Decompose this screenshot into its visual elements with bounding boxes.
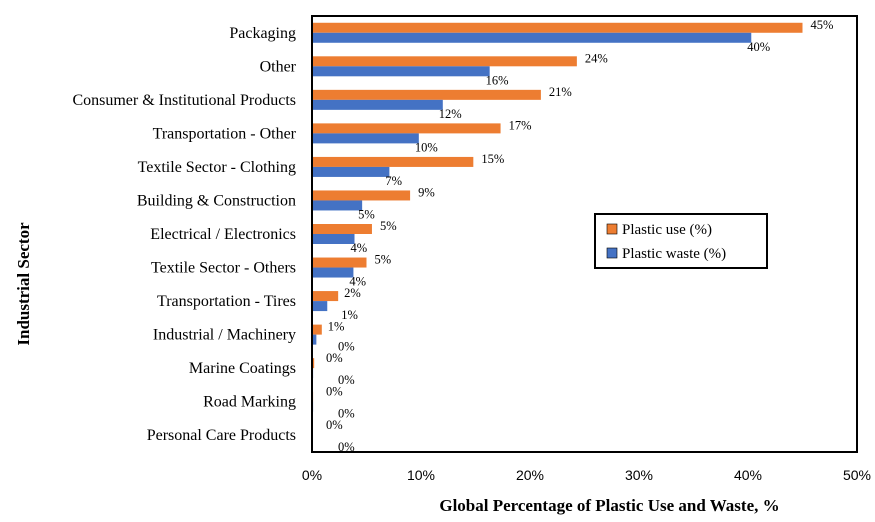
bar-plastic-waste-other <box>312 66 490 77</box>
bar-plastic-waste-textile-sector-others <box>312 267 354 278</box>
category-label-electrical-electronics: Electrical / Electronics <box>150 226 296 243</box>
legend-box <box>594 213 768 269</box>
bar-plastic-waste-industrial-machinery <box>312 334 317 345</box>
data-label-plastic-waste-other: 16% <box>486 73 509 87</box>
data-label-plastic-waste-building-construction: 5% <box>358 207 375 221</box>
bar-plastic-use-transportation-other <box>312 123 501 134</box>
bar-plastic-use-other <box>312 56 577 67</box>
bar-plastic-waste-consumer-institutional-products <box>312 99 443 110</box>
y-axis-categories: Packaging Other Consumer & Institutional P… <box>72 25 296 444</box>
data-label-plastic-use-personal-care-products: 0% <box>326 418 343 432</box>
bar-plastic-use-building-construction <box>312 190 411 201</box>
x-tick-label: 50% <box>843 467 871 483</box>
bar-plastic-waste-transportation-tires <box>312 301 328 312</box>
data-label-plastic-waste-electrical-electronics: 4% <box>351 241 368 255</box>
data-label-plastic-waste-packaging: 40% <box>747 40 770 54</box>
x-axis-title: Global Percentage of Plastic Use and Was… <box>439 496 779 515</box>
category-label-textile-sector-clothing: Textile Sector - Clothing <box>138 159 296 176</box>
plot-area-border <box>311 15 858 453</box>
data-label-plastic-waste-marine-coatings: 0% <box>338 373 355 387</box>
x-tick-label: 0% <box>302 467 322 483</box>
legend-label-plastic-waste: Plastic waste (%) <box>622 246 726 262</box>
data-label-plastic-use-marine-coatings: 0% <box>326 351 343 365</box>
bar-plastic-use-electrical-electronics <box>312 224 372 234</box>
bar-plastic-use-consumer-institutional-products <box>312 89 541 100</box>
legend-swatch-plastic-waste <box>606 247 618 259</box>
category-label-textile-sector-others: Textile Sector - Others <box>151 260 296 277</box>
bar-plastic-waste-textile-sector-clothing <box>312 166 390 177</box>
bar-plastic-waste-packaging <box>312 32 752 43</box>
data-label-plastic-use-other: 24% <box>585 51 608 65</box>
y-axis-title: Industrial Sector <box>14 222 33 346</box>
bar-plastic-use-industrial-machinery <box>312 324 322 335</box>
data-label-plastic-waste-personal-care-products: 0% <box>338 440 355 454</box>
data-label-plastic-use-industrial-machinery: 1% <box>328 320 345 334</box>
bar-plastic-use-packaging <box>312 22 803 33</box>
legend: Plastic use (%) Plastic waste (%) <box>594 213 768 269</box>
data-label-plastic-use-transportation-tires: 2% <box>344 286 361 300</box>
legend-label-plastic-use: Plastic use (%) <box>622 222 712 238</box>
category-label-road-marking: Road Marking <box>203 394 296 411</box>
legend-swatch-plastic-use <box>606 223 618 235</box>
x-tick-label: 40% <box>734 467 762 483</box>
data-label-plastic-use-transportation-other: 17% <box>509 118 532 132</box>
data-label-plastic-waste-transportation-other: 10% <box>415 140 438 154</box>
category-label-other: Other <box>260 58 297 75</box>
bar-plastic-use-transportation-tires <box>312 291 339 302</box>
category-label-consumer-institutional-products: Consumer & Institutional Products <box>72 92 296 109</box>
category-label-transportation-other: Transportation - Other <box>153 125 297 142</box>
bar-plastic-use-textile-sector-others <box>312 257 367 268</box>
data-label-plastic-waste-transportation-tires: 1% <box>341 308 358 322</box>
category-label-personal-care-products: Personal Care Products <box>147 427 296 444</box>
bar-plastic-use-textile-sector-clothing <box>312 156 474 167</box>
data-label-plastic-use-textile-sector-clothing: 15% <box>481 152 504 166</box>
labels-layer: 45% 40% 24% 16% 21% 12% 17% 10% 15% 7% 9% 5% 5% 4% 5% 4… <box>326 18 833 454</box>
category-label-building-construction: Building & Construction <box>137 192 296 209</box>
data-label-plastic-waste-textile-sector-clothing: 7% <box>385 174 402 188</box>
data-label-plastic-waste-consumer-institutional-products: 12% <box>439 107 462 121</box>
x-tick-label: 10% <box>407 467 435 483</box>
data-label-plastic-use-electrical-electronics: 5% <box>380 219 397 233</box>
category-label-packaging: Packaging <box>229 25 296 42</box>
data-label-plastic-use-consumer-institutional-products: 21% <box>549 85 572 99</box>
data-label-plastic-waste-road-marking: 0% <box>338 407 355 421</box>
bar-plastic-use-marine-coatings <box>312 358 315 369</box>
bar-plastic-waste-electrical-electronics <box>312 234 355 244</box>
x-axis-ticks: 0% 10% 20% 30% 40% 50% <box>302 467 871 483</box>
data-label-plastic-use-textile-sector-others: 5% <box>375 253 392 267</box>
data-label-plastic-use-building-construction: 9% <box>418 185 435 199</box>
category-label-transportation-tires: Transportation - Tires <box>157 293 296 310</box>
data-label-plastic-use-packaging: 45% <box>811 18 834 32</box>
bar-plastic-waste-building-construction <box>312 200 363 211</box>
category-label-industrial-machinery: Industrial / Machinery <box>153 327 296 344</box>
data-label-plastic-waste-industrial-machinery: 0% <box>338 340 355 354</box>
data-label-plastic-use-road-marking: 0% <box>326 385 343 399</box>
bar-plastic-waste-transportation-other <box>312 133 419 144</box>
data-label-plastic-waste-textile-sector-others: 4% <box>349 275 366 289</box>
category-label-marine-coatings: Marine Coatings <box>189 360 296 377</box>
bars-layer <box>312 22 803 446</box>
x-tick-label: 20% <box>516 467 544 483</box>
x-tick-label: 30% <box>625 467 653 483</box>
